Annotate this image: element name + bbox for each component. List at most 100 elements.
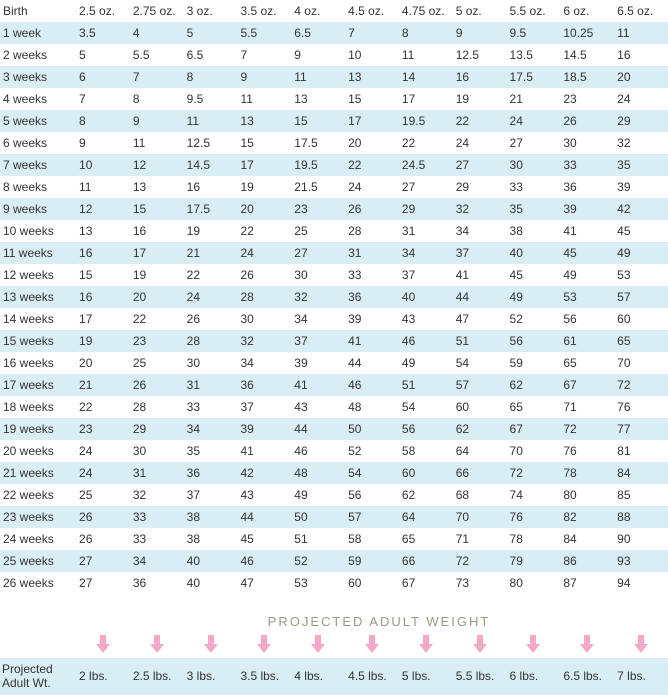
data-cell: 20: [614, 66, 668, 88]
data-cell: 5: [184, 22, 238, 44]
data-cell: 29: [453, 176, 507, 198]
data-cell: 70: [507, 440, 561, 462]
data-cell: 23: [130, 330, 184, 352]
data-cell: 25: [291, 220, 345, 242]
data-cell: 33: [560, 154, 614, 176]
data-cell: 32: [130, 484, 184, 506]
data-cell: 16: [76, 286, 130, 308]
data-cell: 86: [560, 550, 614, 572]
data-cell: 7: [237, 44, 291, 66]
data-cell: 51: [291, 528, 345, 550]
data-cell: 34: [237, 352, 291, 374]
data-cell: 49: [507, 286, 561, 308]
data-cell: 57: [453, 374, 507, 396]
data-cell: 33: [184, 396, 238, 418]
projected-title: PROJECTED ADULT WEIGHT: [0, 594, 668, 633]
data-cell: 48: [345, 396, 399, 418]
row-label: 26 weeks: [0, 572, 76, 594]
data-cell: 59: [507, 352, 561, 374]
data-cell: 47: [453, 308, 507, 330]
row-label: 3 weeks: [0, 66, 76, 88]
data-cell: 29: [614, 110, 668, 132]
data-cell: 42: [237, 462, 291, 484]
data-cell: 26: [130, 374, 184, 396]
data-cell: 31: [399, 220, 453, 242]
data-cell: 7: [76, 88, 130, 110]
data-cell: 5.5: [237, 22, 291, 44]
data-cell: 16: [130, 220, 184, 242]
data-cell: 24: [453, 132, 507, 154]
data-cell: 70: [614, 352, 668, 374]
table-row: 18 weeks2228333743485460657176: [0, 396, 668, 418]
data-cell: 27: [291, 242, 345, 264]
data-cell: 46: [345, 374, 399, 396]
data-cell: 36: [184, 462, 238, 484]
data-cell: 28: [237, 286, 291, 308]
data-cell: 21: [76, 374, 130, 396]
data-cell: 26: [184, 308, 238, 330]
down-arrow-icon: [526, 635, 540, 653]
header-col: 5 oz.: [453, 0, 507, 22]
data-cell: 24: [345, 176, 399, 198]
data-cell: 26: [76, 506, 130, 528]
data-cell: 62: [453, 418, 507, 440]
data-cell: 65: [507, 396, 561, 418]
data-cell: 65: [399, 528, 453, 550]
data-cell: 60: [453, 396, 507, 418]
data-cell: 19: [76, 330, 130, 352]
data-cell: 19: [184, 220, 238, 242]
data-cell: 70: [453, 506, 507, 528]
data-cell: 28: [345, 220, 399, 242]
header-col: 5.5 oz.: [507, 0, 561, 22]
data-cell: 34: [184, 418, 238, 440]
data-cell: 50: [345, 418, 399, 440]
data-cell: 6.5: [184, 44, 238, 66]
data-cell: 78: [507, 528, 561, 550]
projected-cell: 4 lbs.: [291, 658, 345, 695]
data-cell: 17: [237, 154, 291, 176]
data-cell: 27: [507, 132, 561, 154]
data-cell: 40: [184, 572, 238, 594]
data-cell: 32: [291, 286, 345, 308]
data-cell: 33: [345, 264, 399, 286]
data-cell: 3.5: [76, 22, 130, 44]
data-cell: 52: [345, 440, 399, 462]
data-cell: 20: [345, 132, 399, 154]
table-row: 6 weeks91112.51517.5202224273032: [0, 132, 668, 154]
data-cell: 53: [560, 286, 614, 308]
data-cell: 33: [507, 176, 561, 198]
data-cell: 49: [560, 264, 614, 286]
row-label: 5 weeks: [0, 110, 76, 132]
projected-cell: 2 lbs.: [76, 658, 130, 695]
data-cell: 5.5: [130, 44, 184, 66]
data-cell: 27: [453, 154, 507, 176]
data-cell: 84: [560, 528, 614, 550]
data-cell: 53: [614, 264, 668, 286]
data-cell: 85: [614, 484, 668, 506]
data-cell: 40: [184, 550, 238, 572]
projected-cell: 6.5 lbs.: [560, 658, 614, 695]
data-cell: 8: [184, 66, 238, 88]
data-cell: 39: [560, 198, 614, 220]
data-cell: 81: [614, 440, 668, 462]
data-cell: 31: [184, 374, 238, 396]
data-cell: 41: [560, 220, 614, 242]
data-cell: 15: [130, 198, 184, 220]
data-cell: 33: [130, 506, 184, 528]
data-cell: 65: [560, 352, 614, 374]
table-row: 21 weeks2431364248546066727884: [0, 462, 668, 484]
data-cell: 76: [507, 506, 561, 528]
table-row: 20 weeks2430354146525864707681: [0, 440, 668, 462]
projected-cell: 5.5 lbs.: [453, 658, 507, 695]
data-cell: 20: [130, 286, 184, 308]
data-cell: 22: [237, 220, 291, 242]
data-cell: 62: [507, 374, 561, 396]
table-row: 5 weeks891113151719.522242629: [0, 110, 668, 132]
data-cell: 22: [76, 396, 130, 418]
data-cell: 11: [184, 110, 238, 132]
table-row: 7 weeks101214.51719.52224.527303335: [0, 154, 668, 176]
data-cell: 34: [453, 220, 507, 242]
data-cell: 56: [399, 418, 453, 440]
data-cell: 14: [399, 66, 453, 88]
data-cell: 4: [130, 22, 184, 44]
